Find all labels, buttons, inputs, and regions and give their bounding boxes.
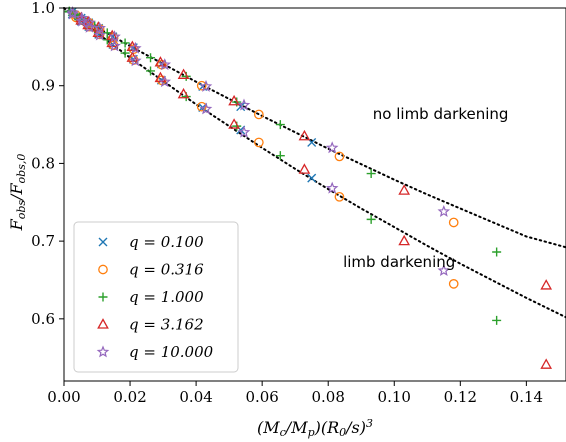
x-tick-label: 0.08 [312,388,345,406]
data-point [196,101,207,112]
x-tick-label: 0.12 [444,388,477,406]
data-point [66,6,79,19]
data-point [540,279,553,290]
data-point [448,279,459,289]
legend-label: q = 10.000 [129,343,214,361]
data-points [64,6,553,369]
data-point [158,75,172,88]
x-axis-label: (Mc/Mp)(R0/s)3 [257,417,373,439]
data-point [83,20,96,33]
y-tick-label: 0.6 [31,310,55,328]
x-tick-label: 0.00 [47,388,80,406]
legend-label: q = 3.162 [129,316,204,334]
legend-entry: q = 0.316 [98,261,204,279]
data-point [437,264,451,277]
legend-label: q = 0.316 [129,261,204,279]
data-point [108,39,121,52]
data-point [146,66,156,76]
data-point [325,141,339,154]
data-point [298,129,311,141]
annotation-limb-darkening: limb darkening [343,253,455,271]
y-axis-ticks: 0.6 0.7 0.8 0.9 1.0 [31,0,64,328]
data-point [146,53,156,63]
y-tick-label: 1.0 [31,0,55,17]
data-point [177,87,190,99]
annotation-no-limb-darkening: no limb darkening [373,105,509,123]
legend-entry: q = 0.100 [98,233,204,251]
data-point [83,16,96,29]
legend-marker [97,318,109,329]
legend-marker [98,264,108,275]
data-point [398,184,411,195]
legend: q = 0.100 q = 0.316 q = 1.000 q = 3.162 q = … [73,221,239,373]
data-point [177,68,190,79]
data-point [75,11,89,24]
data-point [237,125,251,138]
data-point [492,247,502,257]
x-tick-label: 0.04 [179,388,212,406]
series-5-points [66,6,451,277]
data-point [275,151,285,161]
data-point [366,169,376,179]
no-limb-darkening-curve [63,7,566,249]
data-point [154,56,167,67]
data-point [254,137,264,148]
legend-marker [96,345,110,358]
data-point [325,181,339,194]
legend-entry: q = 10.000 [96,343,214,361]
legend-box [73,221,239,373]
data-point [158,58,172,71]
data-point [540,358,553,369]
x-tick-label: 0.14 [510,388,543,406]
data-point [334,151,345,162]
x-tick-label: 0.02 [113,388,146,406]
data-point [196,80,207,91]
data-point [199,79,213,92]
x-axis-ticks: 0.00 0.02 0.04 0.06 0.08 0.10 0.12 0.14 [47,381,543,406]
data-point [334,191,345,202]
legend-label: q = 1.000 [129,288,204,306]
data-point [129,54,142,67]
data-point [492,315,502,325]
data-point [237,98,251,111]
data-point [120,38,130,48]
data-point [75,14,89,27]
y-tick-label: 0.9 [31,77,55,95]
data-point [275,120,285,130]
data-point [298,163,311,174]
legend-entry: q = 1.000 [98,288,204,306]
data-point [398,234,411,246]
data-point [93,28,106,41]
data-point [448,217,459,228]
data-point [366,214,376,224]
data-point [108,30,121,43]
data-point [228,94,240,106]
x-tick-label: 0.10 [378,388,411,406]
legend-label: q = 0.100 [129,233,204,251]
data-point [228,118,240,129]
data-point [437,204,451,217]
y-tick-label: 0.8 [31,154,55,172]
data-point [254,109,264,120]
data-point [66,7,79,20]
data-point [120,48,130,58]
legend-marker [98,292,108,302]
legend-marker [98,237,108,247]
y-axis-label: Fobs/Fobs,0 [7,154,28,232]
y-tick-label: 0.7 [31,232,55,250]
data-point [199,102,213,115]
data-point [307,173,317,183]
data-point [129,41,142,54]
legend-entry: q = 3.162 [97,316,204,334]
x-tick-label: 0.06 [245,388,278,406]
plot-frame [63,7,566,382]
